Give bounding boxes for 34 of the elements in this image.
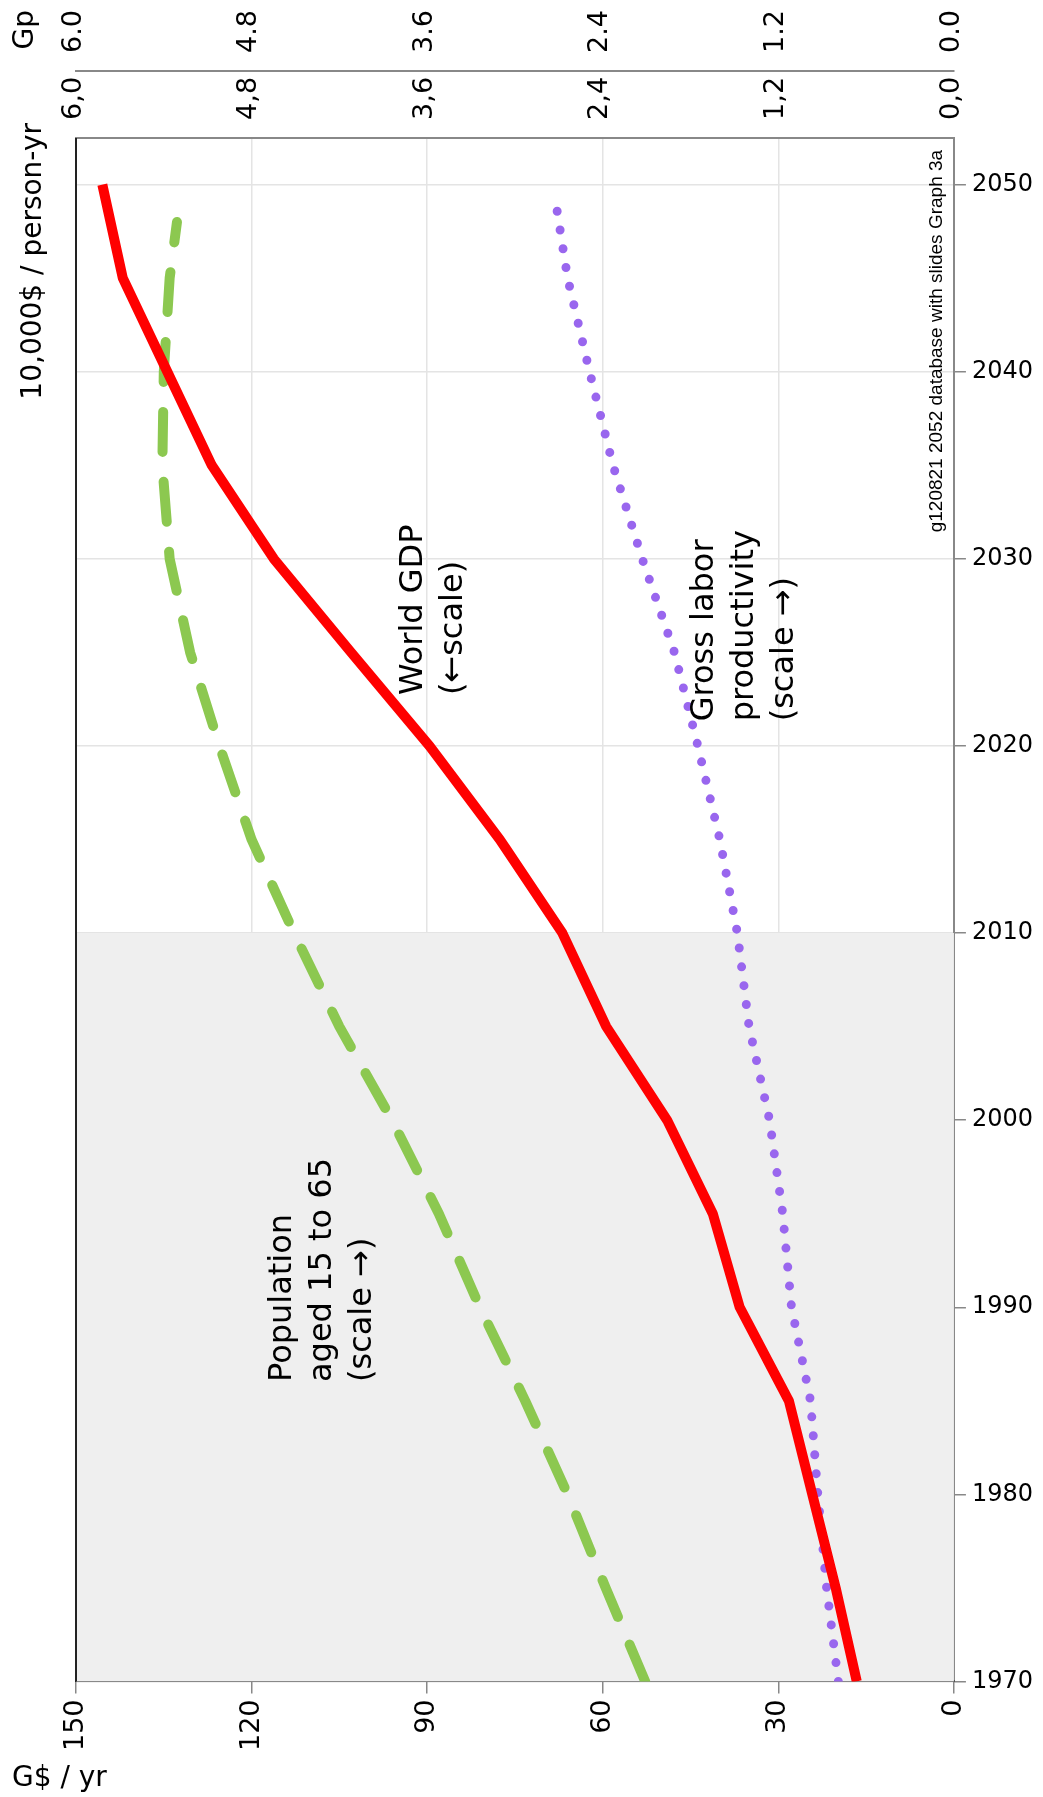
x2-tick-label: 6,0 (55, 76, 87, 120)
x-axis-title: G$ / yr (12, 1760, 108, 1794)
x-tick-label: 120 (233, 1699, 265, 1752)
text: Gp (7, 10, 41, 50)
y-tick-label: 1990 (971, 1291, 1033, 1320)
x2-axis-title: 10,000$ / person-yr (15, 122, 49, 400)
x-tick-label: 0 (935, 1699, 967, 1717)
text: 6.0 (55, 9, 87, 53)
x2-tick-label: 3,6 (406, 76, 438, 120)
x-tick-label: 90 (409, 1699, 441, 1734)
annotation: World GDP (←scale) (391, 524, 470, 696)
y-tick-label: 1970 (971, 1665, 1033, 1694)
y-tick-label: 2020 (971, 730, 1033, 759)
x2-tick-label: 4,8 (231, 76, 263, 120)
x-tick-label: 150 (58, 1699, 90, 1752)
text: 2.4 (582, 9, 614, 53)
annotation: Gross labor productivity (scale →) (683, 530, 802, 722)
x2-tick-label: 1,2 (757, 76, 789, 120)
x2-tick-label: 0,0 (933, 76, 965, 120)
annotation: Population aged 15 to 65 (scale →) (260, 1158, 379, 1383)
text: 3.6 (406, 9, 438, 53)
text: 0.0 (933, 9, 965, 53)
y-tick-label: 2050 (971, 168, 1033, 197)
y-tick-label: 2040 (971, 355, 1033, 384)
x-tick-label: 30 (760, 1699, 792, 1734)
x2-tick-label: 2,4 (582, 76, 614, 120)
y-tick-label: 2000 (971, 1104, 1033, 1133)
text: 4.8 (231, 9, 263, 53)
x-tick-label: 60 (584, 1699, 616, 1734)
y-tick-label: 2010 (971, 917, 1033, 946)
y-tick-label: 2030 (971, 543, 1033, 572)
annotation: g120821 2052 database with slides Graph 3a (924, 149, 946, 533)
text: 1.2 (757, 9, 789, 53)
y-tick-label: 1980 (971, 1478, 1033, 1507)
